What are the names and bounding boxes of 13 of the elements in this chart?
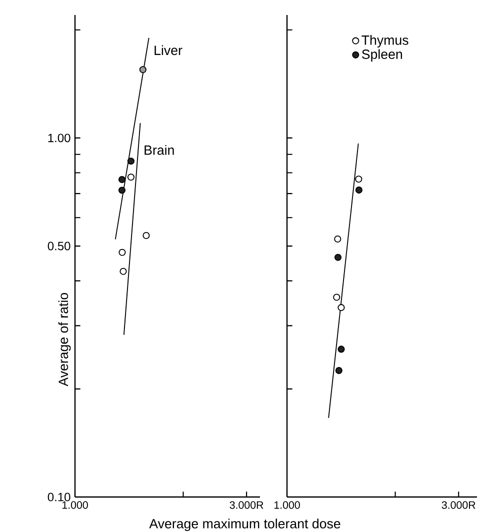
y-tick-label: 0.50 [48, 242, 70, 250]
x-tick-label: 1.000 [274, 501, 300, 509]
legend-label: Thymus [362, 35, 408, 48]
x-axis-title: Average maximum tolerant dose [149, 518, 340, 532]
x-tick-label: 3.000R [230, 501, 264, 509]
annotation: Brain [144, 145, 174, 155]
x-tick-label: 1.000 [62, 501, 88, 509]
x-tick-label: 3.000R [442, 501, 476, 509]
y-axis-title: Average of ratio [58, 293, 71, 386]
legend-label: Spleen [362, 49, 402, 62]
y-tick-label: 1.00 [48, 134, 70, 142]
annotation: Liver [154, 45, 182, 56]
y-tick-label: 0.10 [48, 492, 70, 502]
